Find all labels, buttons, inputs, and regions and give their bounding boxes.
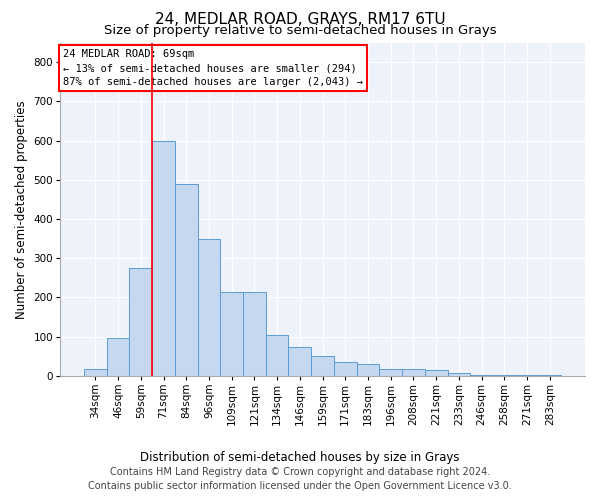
Bar: [356, 364, 379, 376]
Text: 24 MEDLAR ROAD: 69sqm
← 13% of semi-detached houses are smaller (294)
87% of sem: 24 MEDLAR ROAD: 69sqm ← 13% of semi-deta…: [63, 49, 363, 87]
Bar: [243, 292, 266, 376]
Bar: [107, 338, 130, 376]
Bar: [152, 140, 175, 376]
Bar: [448, 373, 470, 376]
Bar: [311, 356, 334, 376]
Bar: [84, 369, 107, 376]
Bar: [197, 238, 220, 376]
Bar: [402, 369, 425, 376]
Text: 24, MEDLAR ROAD, GRAYS, RM17 6TU: 24, MEDLAR ROAD, GRAYS, RM17 6TU: [155, 12, 445, 28]
Bar: [425, 370, 448, 376]
Bar: [379, 369, 402, 376]
Bar: [175, 184, 197, 376]
Bar: [334, 362, 356, 376]
Bar: [220, 292, 243, 376]
Bar: [289, 346, 311, 376]
Y-axis label: Number of semi-detached properties: Number of semi-detached properties: [15, 100, 28, 318]
Bar: [130, 268, 152, 376]
Bar: [538, 375, 561, 376]
Bar: [515, 375, 538, 376]
Bar: [266, 334, 289, 376]
Bar: [493, 375, 515, 376]
Text: Contains HM Land Registry data © Crown copyright and database right 2024.
Contai: Contains HM Land Registry data © Crown c…: [88, 467, 512, 491]
Bar: [470, 375, 493, 376]
Text: Size of property relative to semi-detached houses in Grays: Size of property relative to semi-detach…: [104, 24, 496, 37]
Text: Distribution of semi-detached houses by size in Grays: Distribution of semi-detached houses by …: [140, 451, 460, 464]
